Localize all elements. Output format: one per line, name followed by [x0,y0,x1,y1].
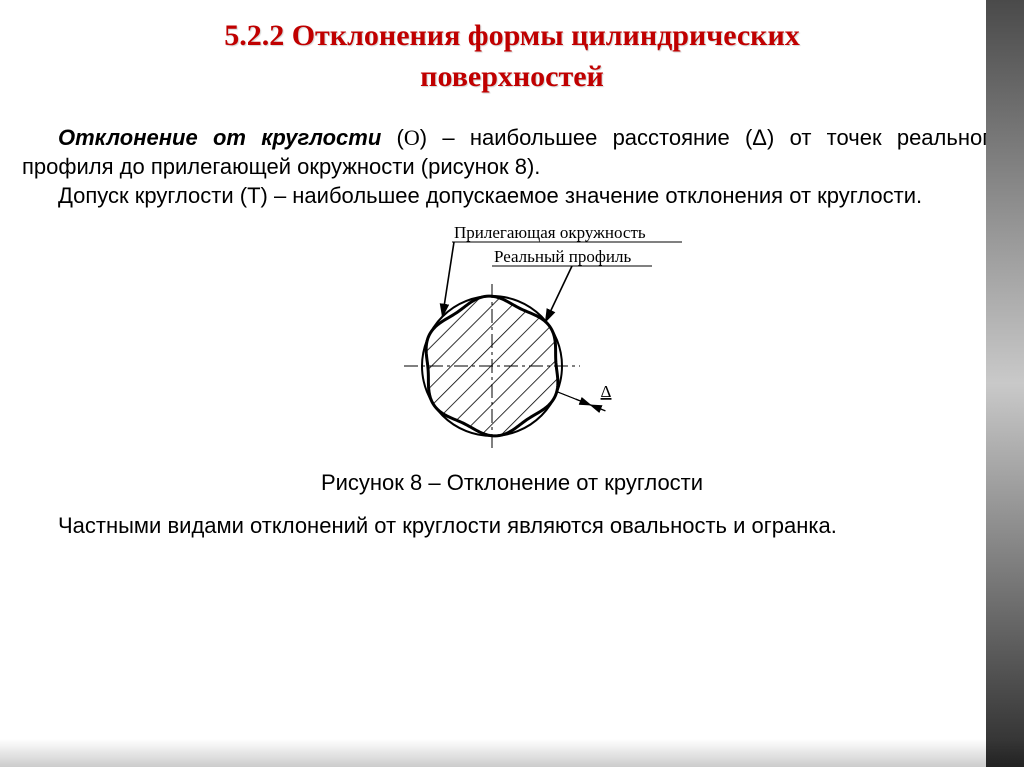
heading-line2: поверхностей [420,60,604,93]
slide-heading: 5.2.2 Отклонения формы цилиндрических по… [0,0,1024,97]
bottom-shadow [0,739,1024,767]
paragraph-2: Допуск круглости (Т) – наибольшее допуск… [22,181,1002,210]
right-decor-bar [986,0,1024,767]
caption-block: Рисунок 8 – Отклонение от круглости Част… [0,454,1024,540]
figure-caption: Рисунок 8 – Отклонение от круглости [22,468,1002,497]
svg-text:Δ: Δ [601,382,612,401]
paragraph-3: Частными видами отклонений от круглости … [22,511,1002,540]
heading-number: 5.2.2 [224,19,284,52]
body-text: Отклонение от круглости (О) – наибольшее… [0,97,1024,210]
para1-bold: Отклонение от круглости [58,125,381,150]
diagram-wrap: Прилегающая окружность Реальный профиль Δ [0,218,1024,448]
slide: 5.2.2 Отклонения формы цилиндрических по… [0,0,1024,767]
paragraph-1: Отклонение от круглости (О) – наибольшее… [22,123,1002,181]
svg-text:Прилегающая окружность: Прилегающая окружность [454,223,646,242]
svg-text:Реальный профиль: Реальный профиль [494,247,631,266]
para1-symbol: О [404,125,420,150]
heading-line1: Отклонения формы цилиндрических [292,19,800,52]
roundness-diagram: Прилегающая окружность Реальный профиль Δ [282,218,742,448]
